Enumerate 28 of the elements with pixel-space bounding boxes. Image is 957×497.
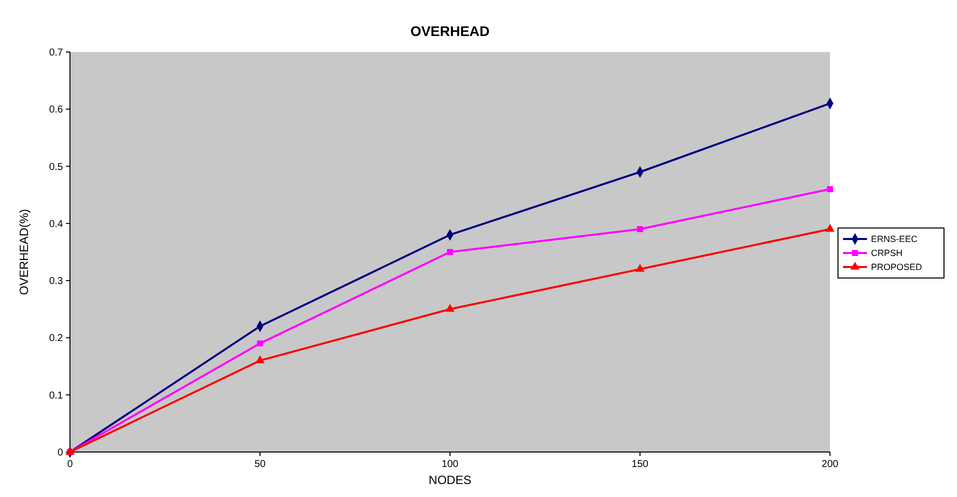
legend-label: CRPSH (871, 248, 903, 258)
y-tick-label: 0.6 (49, 104, 64, 116)
y-tick-label: 0.7 (49, 48, 64, 58)
x-tick-label: 100 (442, 459, 459, 470)
y-tick-label: 0.4 (49, 218, 64, 230)
y-tick-label: 0.5 (49, 162, 64, 173)
point (827, 186, 833, 192)
point (65, 446, 75, 455)
chart-title: OVERHEAD (410, 23, 490, 39)
y-tick-label: 0.1 (49, 390, 64, 402)
point (635, 264, 645, 272)
y-tick-label: 0 (57, 448, 64, 458)
x-axis-title: NODES (428, 473, 472, 487)
y-tick-label: 0.2 (49, 333, 64, 344)
x-tick-label: 0 (67, 459, 74, 470)
x-tick-label: 200 (822, 459, 839, 470)
point (257, 340, 263, 346)
legend-label: ERNS-EEC (871, 234, 918, 244)
x-tick-label: 150 (632, 459, 649, 470)
y-axis-title: OVERHEAD(%) (17, 208, 31, 296)
legend-label: PROPOSED (871, 262, 923, 272)
point (445, 304, 455, 312)
point (447, 249, 453, 255)
y-tick-label: 0.3 (49, 276, 64, 288)
point (637, 226, 643, 232)
x-tick-label: 50 (254, 459, 266, 470)
point (255, 355, 265, 364)
point (825, 224, 835, 232)
